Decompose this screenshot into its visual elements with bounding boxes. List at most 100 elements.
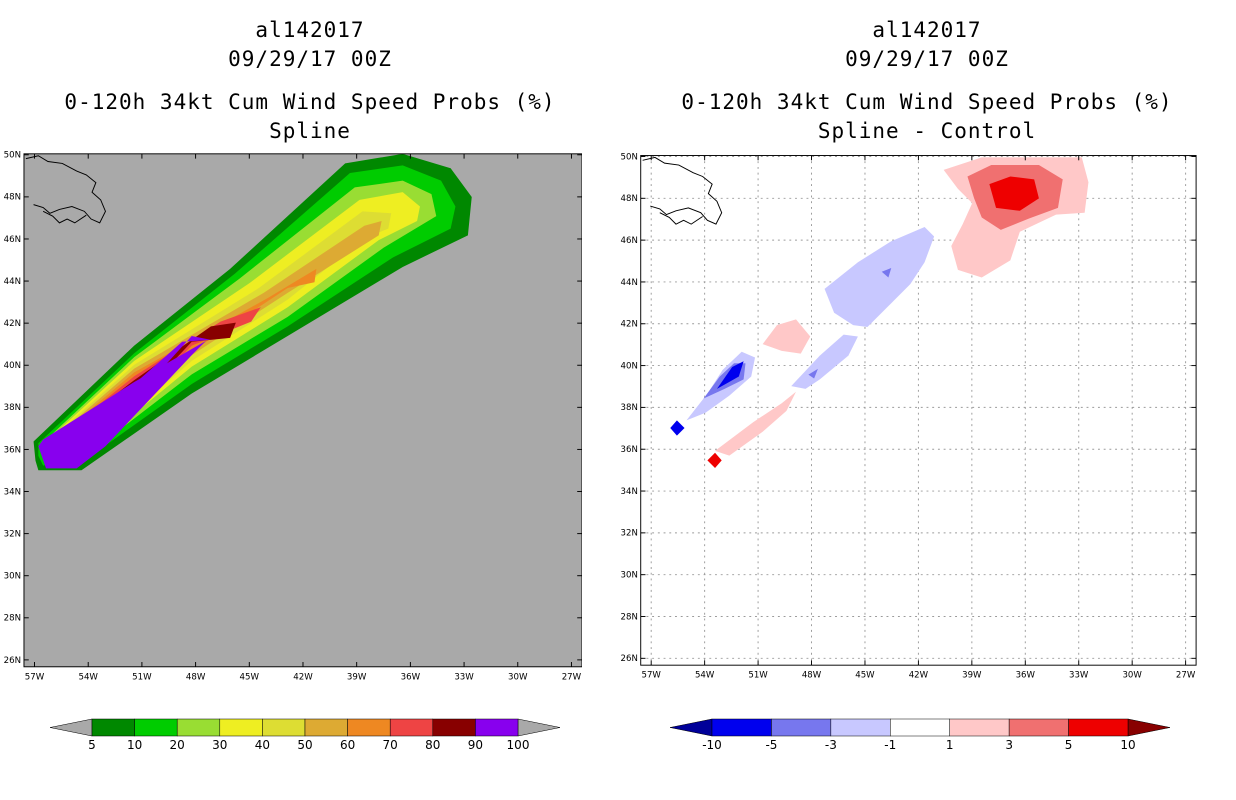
right-storm-id: al142017 bbox=[872, 18, 982, 42]
lon-label: 36W bbox=[401, 672, 421, 682]
lon-label: 48W bbox=[186, 672, 206, 682]
lat-label: 42N bbox=[621, 320, 638, 330]
colorbar-label: 90 bbox=[468, 738, 483, 752]
colorbar-label: -1 bbox=[884, 738, 896, 752]
colorbar-cell bbox=[219, 718, 263, 737]
lon-label: 27W bbox=[562, 672, 582, 682]
colorbar-label: 1 bbox=[946, 738, 954, 752]
colorbar-label: -5 bbox=[765, 738, 777, 752]
lon-label: 30W bbox=[1122, 671, 1142, 681]
colorbar-label: 50 bbox=[297, 738, 312, 752]
right-title: al142017 09/29/17 00Z bbox=[618, 16, 1236, 74]
colorbar-label: 5 bbox=[1065, 738, 1073, 752]
colorbar-cell bbox=[262, 718, 306, 737]
left-colorbar: 5 10 20 30 40 50 60 70 80 90 100 bbox=[50, 718, 560, 752]
lat-label: 36N bbox=[4, 445, 21, 455]
lat-label: 32N bbox=[4, 529, 21, 539]
colorbar-cell bbox=[91, 718, 135, 737]
lon-label: 39W bbox=[962, 671, 982, 681]
lon-label: 36W bbox=[1016, 671, 1036, 681]
lat-label: 30N bbox=[4, 572, 21, 582]
lon-label: 51W bbox=[132, 672, 152, 682]
lon-label: 27W bbox=[1176, 671, 1196, 681]
lat-label: 44N bbox=[4, 277, 21, 287]
colorbar-label: 70 bbox=[383, 738, 398, 752]
colorbar-right-triangle bbox=[1127, 718, 1171, 737]
colorbar-cell bbox=[771, 718, 832, 737]
lon-label: 42W bbox=[909, 671, 929, 681]
lon-label: 30W bbox=[508, 672, 528, 682]
map-frame bbox=[23, 153, 582, 668]
lat-label: 28N bbox=[4, 614, 21, 624]
right-product: 0-120h 34kt Cum Wind Speed Probs (%) bbox=[681, 90, 1173, 114]
colorbar-cell bbox=[711, 718, 772, 737]
lon-label: 54W bbox=[695, 671, 715, 681]
right-lon-labels: 57W 54W 51W 48W 45W 42W 39W 36W 33W 30W 27W bbox=[642, 671, 1196, 681]
lat-label: 32N bbox=[621, 529, 638, 539]
lon-label: 54W bbox=[78, 672, 98, 682]
lon-label: 57W bbox=[25, 672, 45, 682]
colorbar-label: 5 bbox=[88, 738, 96, 752]
lat-label: 26N bbox=[621, 654, 638, 664]
lat-label: 44N bbox=[621, 278, 638, 288]
colorbar-cell bbox=[1008, 718, 1069, 737]
lon-label: 57W bbox=[642, 671, 662, 681]
colorbar-cell bbox=[176, 718, 221, 737]
left-storm-id: al142017 bbox=[255, 18, 365, 42]
right-init-time: 09/29/17 00Z bbox=[845, 47, 1009, 71]
left-title: al142017 09/29/17 00Z bbox=[0, 16, 620, 74]
right-colorbar-labels: -10 -5 -3 -1 1 3 5 10 bbox=[702, 738, 1135, 752]
colorbar-left-triangle bbox=[670, 718, 713, 737]
colorbar-label: 10 bbox=[1120, 738, 1135, 752]
right-product-title: 0-120h 34kt Cum Wind Speed Probs (%) Spl… bbox=[618, 88, 1236, 146]
colorbar-cell bbox=[830, 718, 891, 737]
lat-label: 40N bbox=[4, 361, 21, 371]
colorbar-right-triangle bbox=[517, 718, 560, 737]
right-lat-labels: 50N 48N 46N 44N 42N 40N 38N 36N 34N 32N 30N 28N 26N bbox=[621, 152, 638, 664]
colorbar-cell bbox=[347, 718, 391, 737]
colorbar-cell bbox=[432, 718, 476, 737]
colorbar-cell bbox=[1068, 718, 1129, 737]
left-lon-labels: 57W 54W 51W 48W 45W 42W 39W 36W 33W 30W 27W bbox=[25, 672, 582, 682]
lat-label: 48N bbox=[621, 194, 638, 204]
lat-label: 34N bbox=[621, 487, 638, 497]
lat-label: 50N bbox=[4, 151, 21, 161]
lon-label: 51W bbox=[748, 671, 768, 681]
colorbar-label: 3 bbox=[1005, 738, 1013, 752]
lat-label: 50N bbox=[621, 152, 638, 162]
colorbar-label: 10 bbox=[127, 738, 142, 752]
left-coastline bbox=[25, 155, 106, 224]
left-tick-marks bbox=[23, 153, 582, 667]
lat-label: 36N bbox=[621, 445, 638, 455]
lon-label: 45W bbox=[855, 671, 875, 681]
lon-label: 33W bbox=[1069, 671, 1089, 681]
right-tick-marks bbox=[640, 155, 1197, 666]
lon-label: 42W bbox=[293, 672, 313, 682]
left-product: 0-120h 34kt Cum Wind Speed Probs (%) bbox=[64, 90, 556, 114]
colorbar-label: 80 bbox=[425, 738, 440, 752]
colorbar-cell bbox=[475, 718, 519, 737]
colorbar-cell bbox=[389, 718, 434, 737]
left-lat-labels: 50N 48N 46N 44N 42N 40N 38N 36N 34N 32N 30N 28N 26N bbox=[4, 151, 21, 666]
lat-label: 48N bbox=[4, 193, 21, 203]
colorbar-cell bbox=[949, 718, 1010, 737]
lat-label: 40N bbox=[621, 361, 638, 371]
lat-label: 38N bbox=[4, 403, 21, 413]
colorbar-label: 100 bbox=[507, 738, 530, 752]
difference-contours bbox=[670, 157, 1089, 468]
probability-swath bbox=[33, 153, 472, 471]
left-init-time: 09/29/17 00Z bbox=[228, 47, 392, 71]
lat-label: 30N bbox=[621, 571, 638, 581]
probability-map: 50N48N46N44N42N40N38N36N34N32N30N28N26N … bbox=[4, 151, 582, 682]
right-colorbar-cells bbox=[670, 718, 1171, 737]
lon-label: 48W bbox=[802, 671, 822, 681]
colorbar-label: -10 bbox=[702, 738, 722, 752]
colorbar-cell bbox=[134, 718, 178, 737]
colorbar-label: 20 bbox=[170, 738, 185, 752]
lon-label: 39W bbox=[347, 672, 367, 682]
lon-label: 33W bbox=[454, 672, 474, 682]
grid-lines bbox=[640, 155, 1197, 666]
lat-label: 28N bbox=[621, 612, 638, 622]
lat-label: 46N bbox=[4, 235, 21, 245]
left-colorbar-labels: 5 10 20 30 40 50 60 70 80 90 100 bbox=[88, 738, 529, 752]
